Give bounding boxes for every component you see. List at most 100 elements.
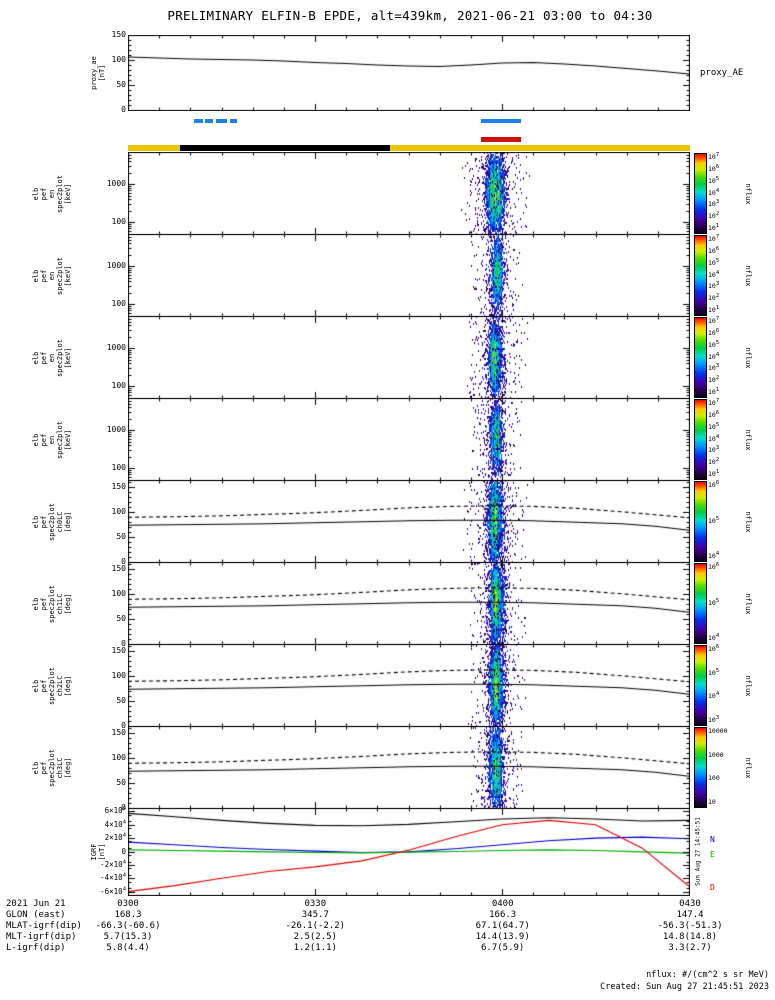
time-tick-label: 0400 xyxy=(491,899,514,909)
panel-ylabel: elb pef en spec2plot [keV] xyxy=(32,338,72,377)
footer-row-label: 2021 Jun 21 xyxy=(6,899,66,909)
spectrogram-elb_pef_pa_spec2plot_ch0LC xyxy=(128,480,690,563)
spectrogram-elb_pef_pa_spec2plot_ch3LC xyxy=(128,726,690,809)
footer-value: 14.8(14.8) xyxy=(662,932,718,942)
y-tick-label: 150 xyxy=(111,482,126,492)
footer-value: 67.1(64.7) xyxy=(475,921,530,931)
colorbar-tick-label: 1000 xyxy=(708,750,724,759)
colorbar-tick-label: 107 xyxy=(708,233,720,243)
igrf-canvas xyxy=(128,808,690,896)
footer-value: 2.5(2.5) xyxy=(293,932,337,942)
colorbar-tick-label: 106 xyxy=(708,327,720,337)
y-tick-label: 1000 xyxy=(106,261,126,271)
y-tick-label: 50 xyxy=(116,80,126,89)
y-tick-label: 0 xyxy=(121,639,126,648)
colorbar-tick-label: 104 xyxy=(708,632,720,642)
footer-value: 345.7 xyxy=(301,910,329,920)
y-tick-label: 100 xyxy=(111,381,126,391)
colorbar xyxy=(694,481,707,562)
colorbar-tick-label: 102 xyxy=(708,375,720,385)
colorbar-tick-label: 106 xyxy=(708,409,720,419)
colorbar-tick-label: 104 xyxy=(708,433,720,443)
colorbar-title: nflux xyxy=(744,428,752,451)
footer-row-label: L-igrf(dip) xyxy=(6,943,66,953)
footer-value: -26.1(-2.2) xyxy=(285,921,346,931)
colorbar-tick-label: 101 xyxy=(708,386,720,396)
footer-value: 5.8(4.4) xyxy=(106,943,150,953)
y-tick-label: 100 xyxy=(111,589,126,599)
y-tick-label: 50 xyxy=(116,778,126,788)
colorbar xyxy=(694,235,707,316)
colorbar-tick-label: 105 xyxy=(708,597,720,607)
colorbar-tick-label: 103 xyxy=(708,445,720,455)
y-tick-label: 1000 xyxy=(106,343,126,353)
colorbar-tick-label: 103 xyxy=(708,199,720,209)
footer-value: 3.3(2.7) xyxy=(668,943,712,953)
colorbar-tick-label: 10000 xyxy=(708,727,728,735)
footer-row-label: MLT-igrf(dip) xyxy=(6,932,77,942)
footer-value: 1.2(1.1) xyxy=(293,943,337,953)
spectrogram-elb_pef_en_spec2plot_4 xyxy=(128,398,690,481)
panel-ylabel: elb pef spec2plot ch3LC [deg] xyxy=(32,748,72,787)
colorbar xyxy=(694,727,707,808)
availability-bar-blue xyxy=(216,119,228,123)
footer-value: 5.7(15.3) xyxy=(103,932,153,942)
spectrogram-elb_pef_en_spec2plot_3 xyxy=(128,316,690,399)
availability-bar-blue xyxy=(229,119,238,123)
time-tick-label: 0430 xyxy=(679,899,701,909)
colorbar-tick-label: 101 xyxy=(708,304,720,314)
colorbar-tick-label: 104 xyxy=(708,691,720,701)
colorbar-tick-label: 106 xyxy=(708,643,720,653)
panel-ylabel: elb pef en spec2plot [keV] xyxy=(32,420,72,459)
y-tick-label: 0 xyxy=(121,721,126,730)
availability-bar-blue xyxy=(194,119,203,123)
availability-bar-red xyxy=(480,137,521,142)
footer-row-label: MLAT-igrf(dip) xyxy=(6,921,82,931)
colorbar-tick-label: 105 xyxy=(708,421,720,431)
y-tick-label: 150 xyxy=(111,728,126,738)
footer-value: 14.4(13.9) xyxy=(475,932,530,942)
y-tick-label: 150 xyxy=(111,564,126,574)
created-note: Created: Sun Aug 27 21:45:51 2023 xyxy=(600,982,769,992)
colorbar-tick-label: 107 xyxy=(708,315,720,325)
colorbar xyxy=(694,399,707,480)
colorbar-tick-label: 107 xyxy=(708,397,720,407)
y-tick-label: 50 xyxy=(116,614,126,624)
availability-bar-blue xyxy=(204,119,214,123)
colorbar xyxy=(694,563,707,644)
colorbar-tick-label: 104 xyxy=(708,269,720,279)
colorbar-title: nflux xyxy=(744,182,752,205)
panel-ylabel: IGRF [nT] xyxy=(90,843,106,861)
y-tick-label: 4×104 xyxy=(104,819,126,829)
colorbar-tick-label: 103 xyxy=(708,281,720,291)
panel-ylabel: proxy_ae [nT] xyxy=(90,56,106,90)
colorbar-tick-label: 102 xyxy=(708,293,720,303)
y-tick-label: 50 xyxy=(116,696,126,706)
colorbar-tick-label: 101 xyxy=(708,468,720,478)
y-tick-label: 150 xyxy=(111,646,126,656)
y-tick-label: 1000 xyxy=(106,179,126,189)
igrf-series-label-E: E xyxy=(710,849,715,859)
orbit-bar-yellow xyxy=(128,145,690,151)
colorbar-title: nflux xyxy=(744,756,752,779)
colorbar-title: nflux xyxy=(744,674,752,697)
colorbar-tick-label: 104 xyxy=(708,187,720,197)
plot-title: PRELIMINARY ELFIN-B EPDE, alt=439km, 202… xyxy=(167,8,653,23)
colorbar-tick-label: 105 xyxy=(708,667,720,677)
colorbar-tick-label: 102 xyxy=(708,457,720,467)
availability-bar-blue xyxy=(480,119,521,123)
panel-ylabel: elb pef spec2plot ch0LC [deg] xyxy=(32,502,72,541)
colorbar-tick-label: 105 xyxy=(708,515,720,525)
side-timestamp: Sun Aug 27 14:45:51 xyxy=(694,817,702,886)
footer-value: -56.3(-51.3) xyxy=(657,921,723,931)
colorbar xyxy=(694,317,707,398)
colorbar-tick-label: 106 xyxy=(708,479,720,489)
y-tick-label: 100 xyxy=(111,753,126,763)
panel-ylabel: elb pef en spec2plot [keV] xyxy=(32,256,72,295)
y-tick-label: 150 xyxy=(111,30,126,39)
y-tick-label: 2×104 xyxy=(104,832,126,843)
y-tick-label: 100 xyxy=(111,299,126,309)
y-tick-label: 0 xyxy=(121,803,126,812)
panel-ylabel: elb pef en spec2plot [keV] xyxy=(32,174,72,213)
